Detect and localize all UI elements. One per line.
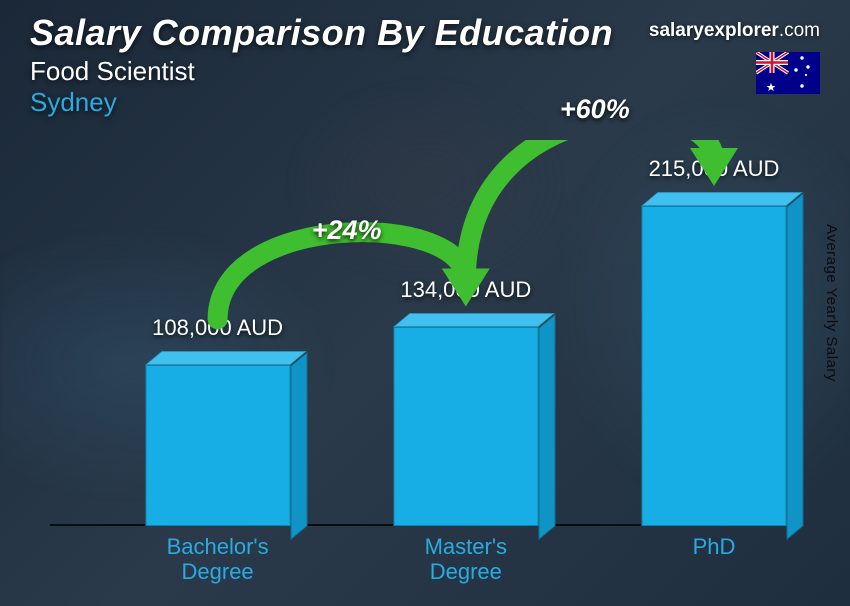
increase-percent-label: +60% xyxy=(560,94,630,125)
brand-name: salaryexplorer xyxy=(649,20,779,41)
chart-title: Salary Comparison By Education xyxy=(30,14,613,52)
flag-icon xyxy=(756,52,820,94)
chart-subtitle: Food Scientist xyxy=(30,58,613,85)
brand-domain: .com xyxy=(779,20,820,41)
y-axis-label: Average Yearly Salary xyxy=(823,224,840,382)
header: Salary Comparison By Education Food Scie… xyxy=(30,14,613,116)
brand-logo: salaryexplorer.com xyxy=(649,20,820,42)
chart-location: Sydney xyxy=(30,89,613,116)
bar-chart: Bachelor's DegreeMaster's DegreePhD 108,… xyxy=(50,140,780,584)
